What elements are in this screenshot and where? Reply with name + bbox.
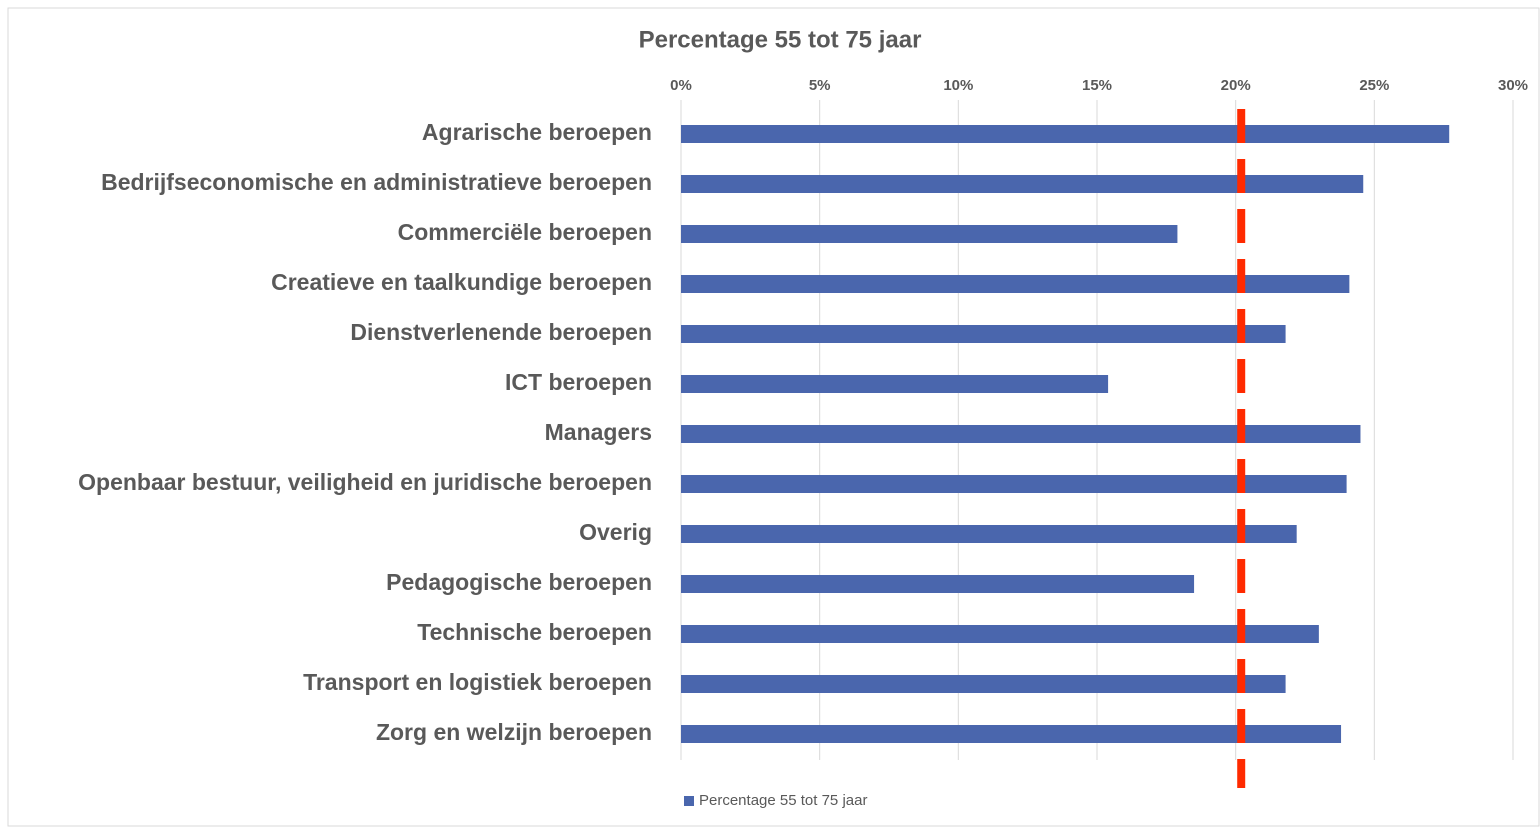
y-tick-label: Transport en logistiek beroepen [303, 669, 652, 695]
bar [681, 575, 1195, 593]
y-tick-label: Zorg en welzijn beroepen [376, 719, 652, 745]
bar [681, 125, 1450, 143]
bar [681, 425, 1361, 443]
x-tick-label: 30% [1498, 77, 1528, 94]
x-tick-label: 20% [1221, 77, 1251, 94]
bar [681, 475, 1347, 493]
bar [681, 525, 1297, 543]
legend-label: Percentage 55 tot 75 jaar [699, 792, 867, 809]
bar [681, 325, 1286, 343]
y-tick-label: Overig [579, 519, 652, 545]
bar [681, 375, 1109, 393]
legend-swatch [684, 796, 694, 806]
y-tick-label: Pedagogische beroepen [386, 569, 652, 595]
bar [681, 675, 1286, 693]
x-tick-label: 10% [943, 77, 973, 94]
y-tick-label: ICT beroepen [505, 369, 652, 395]
bar [681, 175, 1364, 193]
y-tick-label: Dienstverlenende beroepen [350, 319, 652, 345]
y-tick-label: Openbaar bestuur, veiligheid en juridisc… [78, 469, 652, 495]
x-tick-label: 25% [1359, 77, 1389, 94]
x-tick-label: 15% [1082, 77, 1112, 94]
bar [681, 225, 1178, 243]
y-tick-label: Bedrijfseconomische en administratieve b… [101, 169, 652, 195]
y-tick-label: Managers [545, 419, 652, 445]
x-tick-label: 0% [670, 77, 692, 94]
y-tick-label: Agrarische beroepen [422, 119, 652, 145]
bar [681, 725, 1342, 743]
chart-title: Percentage 55 tot 75 jaar [639, 26, 922, 53]
bar [681, 275, 1350, 293]
y-tick-label: Technische beroepen [417, 619, 652, 645]
y-tick-label: Commerciële beroepen [398, 219, 652, 245]
bar [681, 625, 1319, 643]
x-tick-label: 5% [809, 77, 831, 94]
y-tick-label: Creatieve en taalkundige beroepen [271, 269, 652, 295]
